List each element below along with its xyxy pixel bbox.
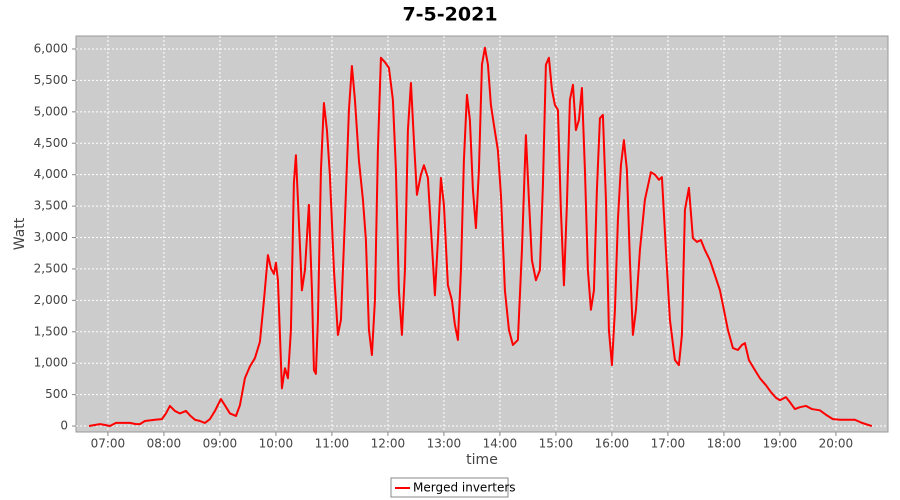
- x-axis-label: time: [466, 452, 498, 468]
- y-tick-label: 3,000: [34, 230, 68, 244]
- y-tick-label: 3,500: [34, 199, 68, 213]
- y-tick-label: 4,000: [34, 167, 68, 181]
- data-line: [88, 46, 873, 428]
- x-tick-label: 11:00: [315, 437, 350, 451]
- x-tick-label: 16:00: [595, 437, 630, 451]
- x-tick-label: 13:00: [427, 437, 462, 451]
- y-tick-label: 2,000: [34, 293, 68, 307]
- x-tick-label: 08:00: [147, 437, 182, 451]
- x-tick-label: 17:00: [651, 437, 686, 451]
- x-tick-label: 07:00: [91, 437, 126, 451]
- x-tick-label: 09:00: [203, 437, 238, 451]
- y-tick-label: 5,000: [34, 104, 68, 118]
- x-tick-label: 18:00: [707, 437, 742, 451]
- y-tick-label: 6,000: [34, 42, 68, 56]
- y-tick-label: 5,500: [34, 73, 68, 87]
- y-axis-label: Watt: [12, 217, 28, 250]
- y-tick-label: 1,000: [34, 356, 68, 370]
- x-tick-label: 10:00: [259, 437, 294, 451]
- y-tick-label: 4,500: [34, 136, 68, 150]
- chart-title: 7-5-2021: [402, 4, 497, 26]
- y-tick-label: 0: [60, 419, 68, 433]
- y-tick-label: 1,500: [34, 324, 68, 338]
- y-tick-label: 500: [45, 387, 68, 401]
- x-tick-label: 14:00: [483, 437, 518, 451]
- y-tick-label: 2,500: [34, 261, 68, 275]
- x-tick-label: 15:00: [539, 437, 574, 451]
- x-tick-label: 20:00: [819, 437, 854, 451]
- legend-label: Merged inverters: [413, 481, 516, 495]
- x-tick-label: 19:00: [763, 437, 798, 451]
- legend: [390, 477, 509, 498]
- x-tick-label: 12:00: [371, 437, 406, 451]
